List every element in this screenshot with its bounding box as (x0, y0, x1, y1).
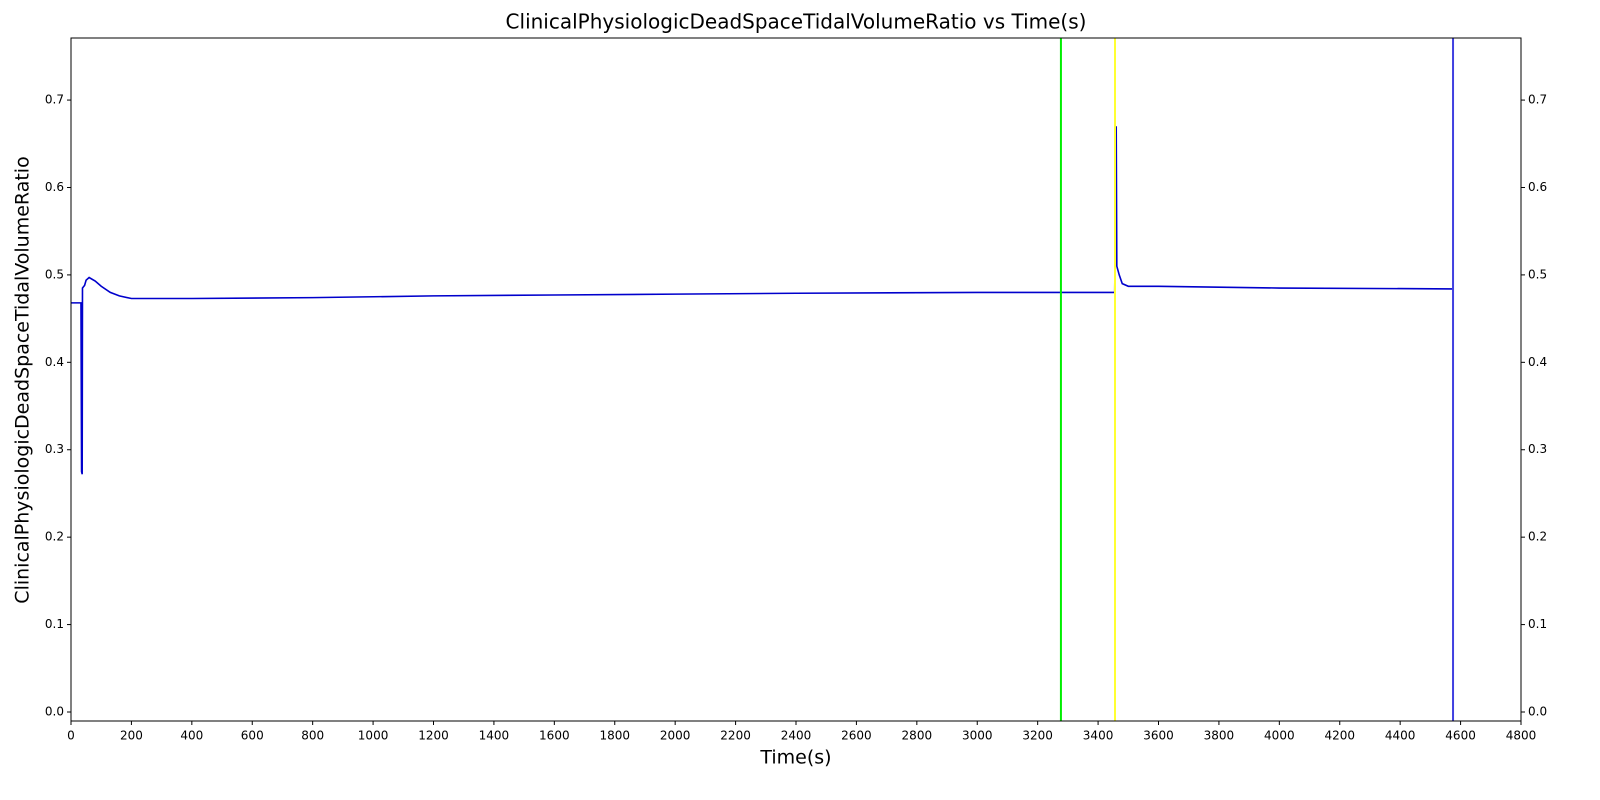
x-tick-label: 1800 (599, 729, 630, 743)
x-axis-label: Time(s) (759, 747, 831, 769)
x-tick-label: 1600 (539, 729, 570, 743)
y-tick-label: 0.2 (45, 530, 64, 544)
y-tick-label: 0.5 (45, 267, 64, 281)
x-tick-label: 3600 (1143, 729, 1174, 743)
x-tick-label: 3800 (1204, 729, 1235, 743)
x-tick-label: 4800 (1506, 729, 1537, 743)
y2-tick-label: 0.6 (1528, 180, 1547, 194)
x-tick-label: 4000 (1264, 729, 1295, 743)
x-tick-label: 1000 (358, 729, 389, 743)
x-tick-label: 2200 (720, 729, 751, 743)
x-tick-label: 200 (120, 729, 143, 743)
y2-tick-label: 0.2 (1528, 530, 1547, 544)
y-tick-label: 0.1 (45, 617, 64, 631)
y-tick-label: 0.6 (45, 180, 64, 194)
y2-tick-label: 0.7 (1528, 93, 1547, 107)
x-tick-label: 4600 (1445, 729, 1476, 743)
x-tick-label: 3400 (1083, 729, 1114, 743)
y-tick-label: 0.7 (45, 93, 64, 107)
x-tick-label: 3200 (1022, 729, 1053, 743)
x-tick-label: 4400 (1385, 729, 1416, 743)
x-tick-label: 2600 (841, 729, 872, 743)
x-tick-label: 2000 (660, 729, 691, 743)
y-axis-label: ClinicalPhysiologicDeadSpaceTidalVolumeR… (12, 156, 34, 603)
y-tick-label: 0.0 (45, 704, 64, 718)
x-tick-label: 4200 (1324, 729, 1355, 743)
x-tick-label: 2800 (902, 729, 933, 743)
x-tick-label: 1400 (479, 729, 510, 743)
y2-tick-label: 0.0 (1528, 704, 1547, 718)
x-tick-label: 1200 (418, 729, 449, 743)
x-tick-label: 600 (241, 729, 264, 743)
x-tick-label: 400 (180, 729, 203, 743)
x-tick-label: 800 (301, 729, 324, 743)
y2-tick-label: 0.3 (1528, 442, 1547, 456)
y2-tick-label: 0.4 (1528, 355, 1547, 369)
y2-tick-label: 0.5 (1528, 267, 1547, 281)
data-line (71, 126, 1454, 475)
chart-title: ClinicalPhysiologicDeadSpaceTidalVolumeR… (506, 10, 1087, 34)
y-tick-label: 0.3 (45, 442, 64, 456)
x-tick-label: 0 (67, 729, 75, 743)
y2-tick-label: 0.1 (1528, 617, 1547, 631)
x-tick-label: 2400 (781, 729, 812, 743)
y-tick-label: 0.4 (45, 355, 64, 369)
plot-frame (70, 37, 1522, 722)
x-tick-label: 3000 (962, 729, 993, 743)
